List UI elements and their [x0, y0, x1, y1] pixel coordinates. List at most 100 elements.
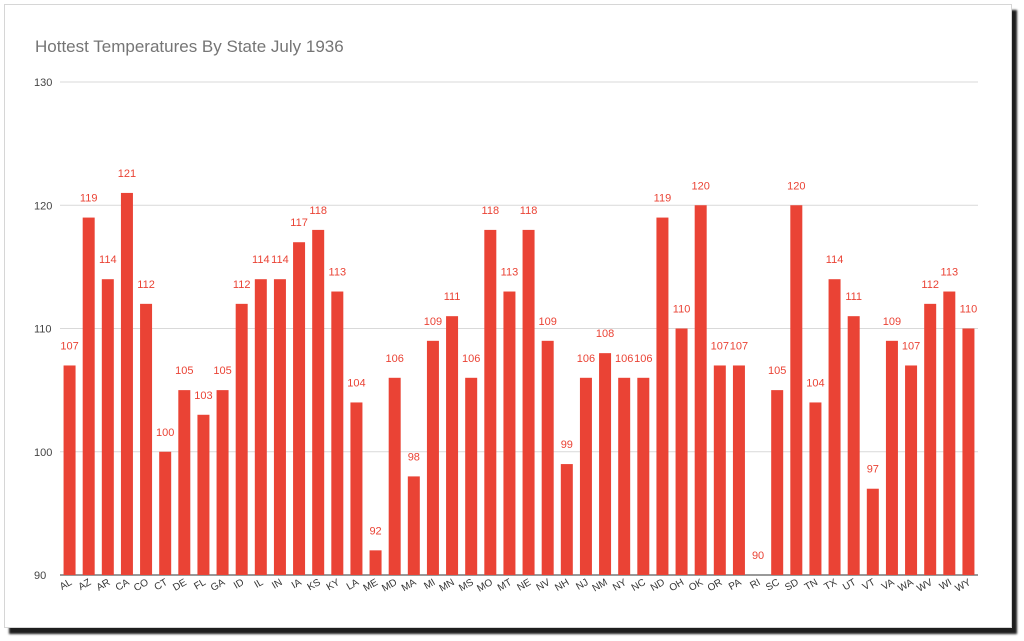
bar-la: [350, 402, 363, 575]
x-tick-label-ar: AR: [95, 577, 113, 593]
value-label-ct: 100: [156, 427, 174, 439]
y-tick-label: 100: [34, 447, 52, 459]
x-tick-label-mt: MT: [496, 577, 514, 594]
value-label-pa: 107: [730, 340, 748, 352]
bar-nm: [599, 353, 612, 575]
y-tick-label: 120: [34, 200, 52, 212]
value-label-mo: 118: [482, 205, 500, 217]
value-label-sd: 120: [787, 180, 805, 192]
y-tick-label: 110: [34, 324, 52, 336]
x-tick-label-or: OR: [706, 577, 724, 594]
bar-ca: [120, 192, 133, 576]
x-tick-label-fl: FL: [192, 577, 208, 593]
x-tick-label-sd: SD: [783, 577, 801, 593]
x-tick-label-nj: NJ: [574, 577, 590, 593]
bar-fl: [197, 414, 210, 575]
x-tick-label-sc: SC: [764, 577, 782, 593]
x-tick-label-tn: TN: [803, 577, 820, 593]
x-tick-label-ri: RI: [748, 577, 762, 592]
value-label-me: 92: [369, 525, 381, 537]
value-label-mi: 109: [424, 316, 442, 328]
x-tick-label-wa: WA: [896, 577, 915, 595]
value-label-mt: 113: [501, 267, 519, 279]
x-tick-label-nc: NC: [630, 577, 648, 594]
value-label-ok: 120: [692, 180, 710, 192]
x-tick-label-de: DE: [171, 577, 189, 594]
bar-id: [235, 303, 248, 575]
bar-me: [369, 550, 382, 575]
value-label-ar: 114: [99, 254, 117, 266]
bar-wi: [943, 291, 956, 575]
value-label-ky: 113: [329, 267, 347, 279]
x-tick-label-az: AZ: [77, 577, 94, 593]
value-label-al: 107: [60, 340, 78, 352]
bar-ks: [312, 229, 325, 575]
value-label-mn: 111: [444, 291, 461, 303]
bar-mo: [484, 229, 497, 575]
x-tick-label-ne: NE: [516, 577, 534, 594]
bar-ar: [101, 279, 114, 575]
x-tick-label-ms: MS: [457, 577, 476, 594]
value-label-fl: 103: [194, 390, 212, 402]
value-label-or: 107: [711, 340, 729, 352]
x-tick-label-ky: KY: [325, 577, 342, 593]
value-label-ny: 106: [615, 353, 633, 365]
value-label-ga: 105: [213, 365, 231, 377]
bar-ma: [407, 476, 420, 575]
x-tick-label-mi: MI: [422, 577, 437, 592]
value-label-in: 114: [271, 254, 289, 266]
x-tick-label-in: IN: [270, 577, 284, 592]
x-tick-label-pa: PA: [727, 577, 744, 593]
value-label-nd: 119: [654, 193, 672, 205]
bar-or: [713, 365, 726, 575]
value-label-wi: 113: [941, 267, 959, 279]
bar-ne: [522, 229, 535, 575]
bar-co: [140, 303, 153, 575]
value-label-nc: 106: [634, 353, 652, 365]
value-label-co: 112: [137, 279, 155, 291]
bar-sd: [790, 205, 803, 575]
value-label-ma: 98: [408, 451, 420, 463]
bar-nc: [637, 377, 650, 575]
bar-il: [254, 279, 267, 575]
bar-ky: [331, 291, 344, 575]
x-tick-label-wy: WY: [953, 577, 973, 595]
bar-ut: [847, 316, 860, 575]
bar-ct: [159, 451, 172, 575]
x-tick-label-ny: NY: [611, 577, 629, 594]
x-tick-label-ma: MA: [400, 577, 419, 594]
bars: [63, 192, 975, 576]
x-tick-label-va: VA: [880, 577, 897, 593]
bar-ia: [293, 242, 306, 575]
gridlines: [60, 81, 978, 576]
bar-mn: [446, 316, 459, 575]
bar-tx: [828, 279, 841, 575]
x-tick-label-tx: TX: [822, 577, 839, 593]
value-label-ms: 106: [462, 353, 480, 365]
bar-wy: [962, 328, 975, 575]
x-tick-label-oh: OH: [668, 577, 686, 594]
x-tick-label-co: CO: [132, 577, 151, 594]
bar-va: [885, 340, 898, 575]
value-label-nj: 106: [577, 353, 595, 365]
bar-sc: [771, 390, 784, 575]
value-label-az: 119: [80, 193, 98, 205]
value-label-md: 106: [386, 353, 404, 365]
value-label-la: 104: [347, 377, 365, 389]
value-label-ne: 118: [520, 205, 538, 217]
value-label-sc: 105: [768, 365, 786, 377]
bar-pa: [732, 365, 745, 575]
x-tick-label-nm: NM: [591, 577, 610, 594]
value-label-ri: 90: [752, 550, 764, 562]
value-label-id: 112: [233, 279, 251, 291]
bar-wv: [924, 303, 937, 575]
bar-ny: [618, 377, 631, 575]
bar-oh: [675, 328, 688, 575]
chart-title: Hottest Temperatures By State July 1936: [35, 37, 344, 56]
y-tick-label: 130: [34, 77, 52, 89]
x-tick-label-vt: VT: [861, 577, 878, 593]
x-tick-label-md: MD: [380, 577, 399, 594]
x-tick-label-ct: CT: [153, 577, 170, 593]
x-tick-label-nh: NH: [553, 577, 571, 594]
